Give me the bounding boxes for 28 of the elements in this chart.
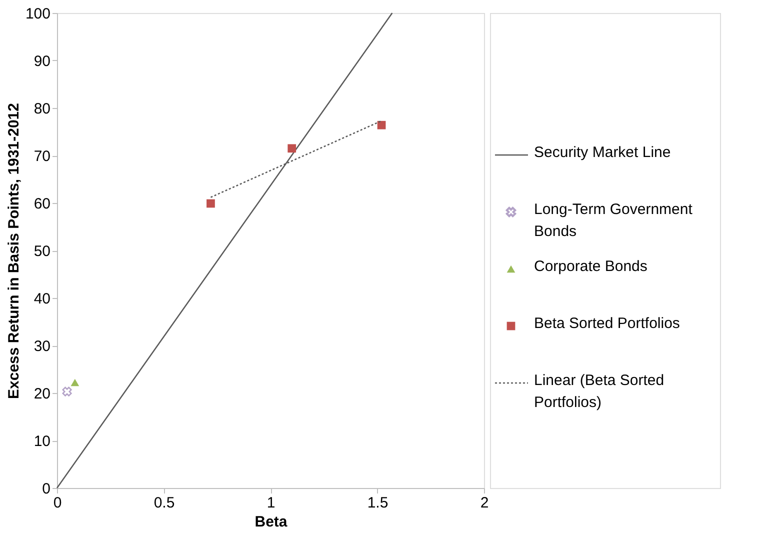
x-tick-label: 0	[53, 494, 62, 512]
x-tick-label: 2	[480, 494, 489, 512]
x-axis-title: Beta	[254, 514, 288, 530]
point	[206, 199, 215, 208]
y-tick-label: 10	[34, 433, 50, 450]
y-tick-label: 50	[34, 243, 50, 260]
point	[70, 378, 80, 386]
y-tick-label: 80	[34, 100, 50, 118]
point	[288, 144, 296, 153]
y-tick-label: 30	[34, 338, 50, 355]
legend-label: Security Market Line	[534, 144, 671, 161]
y-tick-label: 20	[34, 386, 50, 402]
point	[377, 120, 386, 130]
y-tick-label: 70	[34, 148, 50, 165]
x-tick-label: 1.5	[367, 494, 388, 512]
legend-label: Beta Sorted Portfolios	[534, 315, 680, 332]
y-tick-label: 0	[42, 480, 50, 498]
y-tick-label: 90	[34, 53, 50, 70]
y-tick-label: 100	[25, 6, 50, 22]
y-tick-label: 60	[34, 196, 50, 212]
legend-label: Corporate Bonds	[534, 258, 648, 275]
legend-label: Linear (Beta Sorted Portfolios)	[534, 372, 664, 411]
y-axis-title: Excess Return in Basis Points, 1931-2012	[5, 103, 22, 399]
legend-label: Long-Term Government Bonds	[534, 201, 694, 240]
x-tick-label: 0.5	[154, 494, 175, 512]
y-tick-label: 40	[34, 290, 50, 308]
x-tick-label: 1	[266, 494, 276, 512]
point	[62, 386, 72, 396]
